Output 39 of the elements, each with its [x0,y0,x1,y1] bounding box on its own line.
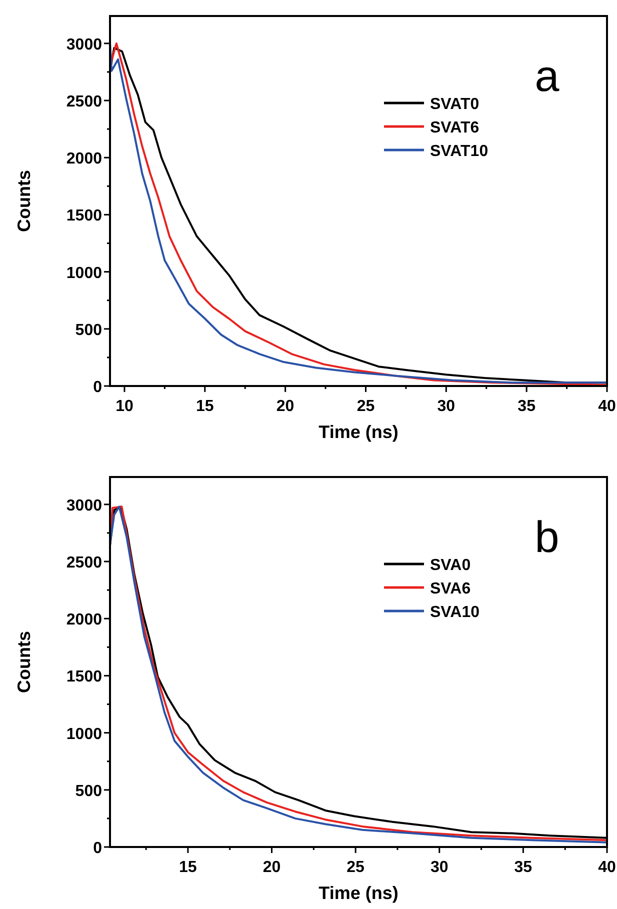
legend-label: SVAT0 [430,96,480,113]
y-tick-label: 500 [75,782,102,800]
y-tick-label: 0 [93,840,102,857]
x-tick-label: 35 [518,398,536,415]
y-tick-label: 500 [75,322,102,339]
y-tick-label: 0 [93,379,102,396]
x-tick-label: 35 [514,859,532,876]
x-tick-label: 15 [179,859,197,876]
x-tick-label: 25 [356,398,375,415]
x-axis-title: Time (ns) [318,422,398,442]
y-axis-title: Counts [14,170,34,232]
x-tick-label: 15 [196,398,214,415]
x-tick-label: 25 [346,859,365,876]
y-tick-label: 1000 [66,264,102,282]
legend-label: SVA6 [430,580,471,598]
x-tick-label: 30 [437,398,456,415]
legend-label: SVA10 [430,604,480,621]
x-tick-label: 30 [430,859,448,876]
x-tick-label: 20 [262,859,281,876]
y-tick-label: 3000 [66,497,102,514]
y-tick-label: 2000 [66,150,102,168]
x-axis-title: Time (ns) [318,883,398,903]
x-tick-label: 20 [276,398,294,415]
y-tick-label: 3000 [66,36,102,54]
legend-label: SVAT6 [430,120,480,136]
y-tick-label: 2500 [66,94,102,111]
x-tick-label: 40 [598,859,616,876]
y-tick-label: 2000 [66,612,102,629]
y-tick-label: 1500 [66,208,102,225]
legend-label: SVA0 [430,557,471,574]
legend-label: SVAT10 [430,143,488,160]
y-tick-label: 1000 [66,726,102,743]
annotation: a [534,52,560,101]
x-tick-label: 40 [598,398,616,415]
y-tick-label: 2500 [66,554,102,572]
y-axis-title: Counts [14,631,34,693]
y-tick-label: 1500 [66,668,102,686]
annotation: b [534,513,560,562]
x-tick-label: 10 [116,398,134,415]
